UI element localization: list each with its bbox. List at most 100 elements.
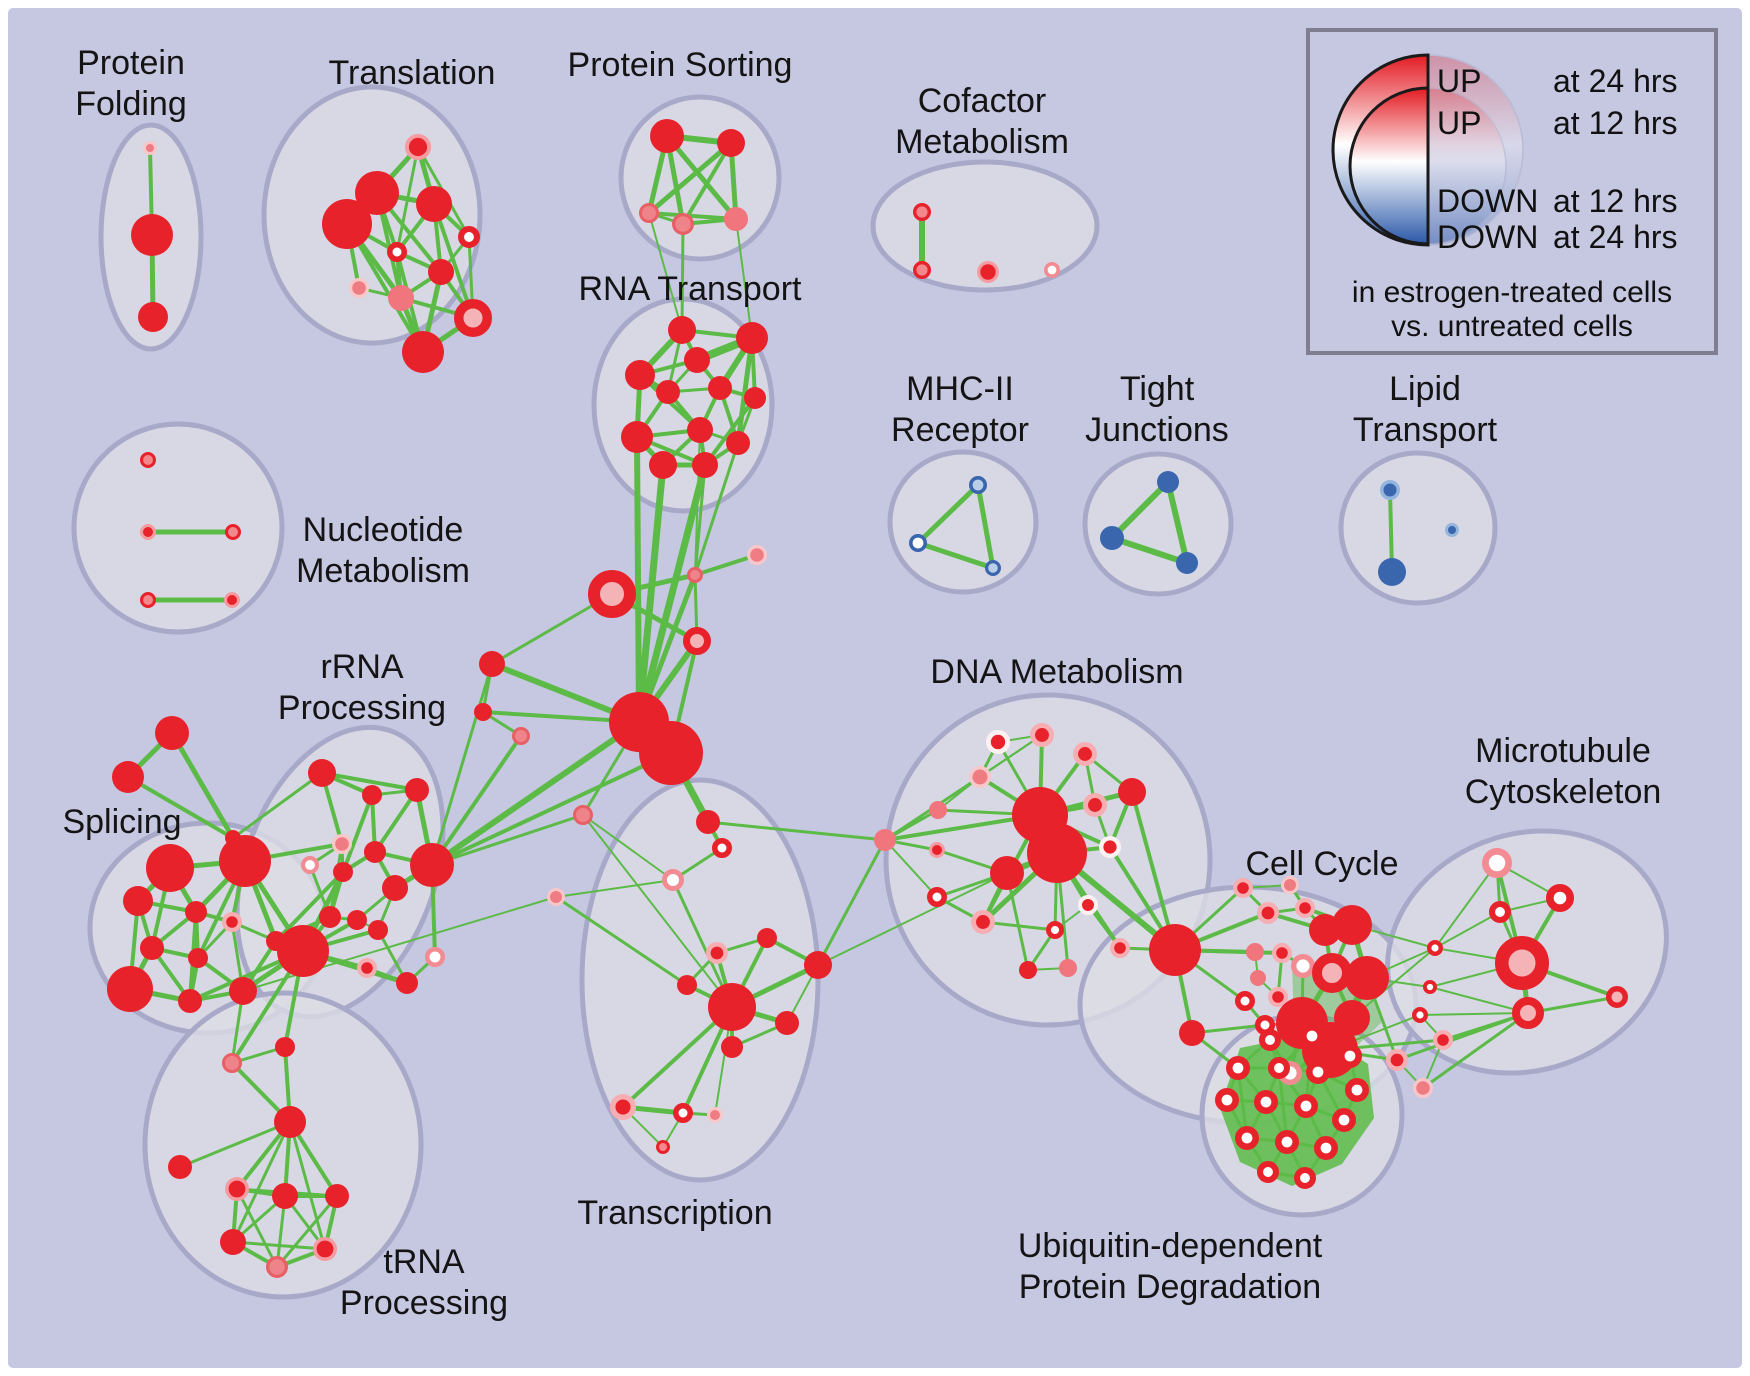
network-node-tx1	[696, 810, 720, 834]
cluster-label-microtubule-cytoskeleton: Microtubule	[1475, 732, 1651, 770]
network-node-c3	[588, 570, 636, 618]
network-node-r12	[692, 452, 718, 478]
network-node-ub5	[1268, 1057, 1291, 1080]
network-node-c2	[746, 544, 767, 565]
network-edge	[915, 482, 981, 546]
network-node-tn3	[272, 1183, 298, 1209]
network-node-rr6	[364, 841, 386, 863]
cluster-label-rrna-processing: Processing	[278, 689, 446, 727]
network-node-ub14	[1314, 1136, 1339, 1161]
network-node-ccK	[1267, 986, 1288, 1007]
network-node-tnA	[222, 1053, 242, 1073]
legend-note-line2: vs. untreated cells	[1391, 310, 1633, 343]
network-node-lp1	[1380, 480, 1400, 500]
network-node-ccP	[1334, 1000, 1370, 1036]
network-node-spb2	[219, 835, 271, 887]
network-node-rrH	[277, 925, 329, 977]
network-edge	[681, 141, 733, 226]
network-node-sp10	[229, 977, 257, 1005]
cluster-label-cofactor-metabolism: Cofactor	[918, 82, 1047, 120]
network-node-rr7	[333, 862, 353, 882]
network-node-dn4	[969, 766, 992, 789]
network-node-mt10	[1432, 1029, 1453, 1050]
network-edge	[703, 396, 757, 467]
network-node-ub1	[1259, 1029, 1282, 1052]
network-node-spb1	[146, 844, 194, 892]
network-node-ub12	[1235, 1126, 1260, 1151]
network-node-cf4	[1044, 261, 1061, 278]
network-node-r9	[687, 417, 713, 443]
network-node-tx8	[609, 1093, 636, 1120]
cluster-label-trna-processing: tRNA	[383, 1243, 465, 1281]
network-node-tx4	[677, 975, 697, 995]
cluster-ellipse-lipid-transport	[1338, 450, 1498, 606]
cluster-ellipse-transcription	[579, 777, 821, 1183]
network-node-t8	[349, 278, 370, 299]
network-node-rrR	[410, 843, 454, 887]
network-edge	[231, 1240, 327, 1251]
network-node-ub3	[1338, 1044, 1363, 1069]
network-node-ccF	[1271, 942, 1292, 963]
network-node-ccG	[1290, 954, 1315, 979]
cluster-label-ubiquitin-dependent-protein-degradation: Ubiquitin-dependent	[1018, 1227, 1323, 1265]
cluster-label-dna-metabolism: DNA Metabolism	[930, 653, 1183, 691]
network-node-ccA	[1257, 901, 1280, 924]
network-node-r4	[684, 347, 710, 373]
legend-border	[1306, 28, 1718, 355]
network-node-s4	[672, 212, 695, 235]
network-node-t6	[387, 242, 407, 262]
network-node-tx10	[707, 1107, 723, 1123]
network-node-ccB	[1294, 897, 1315, 918]
network-node-ccR	[1179, 1020, 1205, 1046]
network-node-ub13	[1275, 1130, 1300, 1155]
network-node-sp6	[140, 936, 164, 960]
network-node-rr2	[362, 785, 382, 805]
network-node-t4	[322, 199, 372, 249]
network-node-ub16	[1294, 1167, 1317, 1190]
cluster-label-mhc-ii-receptor: Receptor	[891, 411, 1029, 449]
network-node-rr8	[382, 875, 408, 901]
network-edge	[693, 553, 759, 577]
network-node-pf1	[143, 141, 157, 155]
network-node-mt9	[1411, 1007, 1428, 1024]
network-node-r1	[668, 316, 696, 344]
network-node-tx2	[757, 928, 777, 948]
legend-row-time: at 12 hrs	[1553, 105, 1678, 141]
network-node-tnB	[275, 1037, 295, 1057]
network-node-tn4	[325, 1184, 349, 1208]
network-node-sp8	[107, 966, 153, 1012]
network-node-dn12	[1098, 836, 1121, 859]
network-edge	[693, 441, 740, 577]
network-node-lx1	[573, 805, 593, 825]
network-node-ubx	[1386, 1049, 1409, 1072]
network-node-rr1	[308, 759, 336, 787]
network-edge	[786, 839, 886, 1024]
network-node-g2	[112, 761, 144, 793]
network-node-t2	[355, 171, 399, 215]
network-node-lp3	[1445, 523, 1459, 537]
network-node-n2	[225, 524, 242, 541]
legend-row-time: at 24 hrs	[1553, 219, 1678, 255]
network-edge	[706, 820, 887, 842]
cluster-label-rna-transport: RNA Transport	[579, 270, 803, 308]
network-node-tn0	[168, 1155, 192, 1179]
cluster-ellipse-tight-junctions	[1082, 451, 1234, 597]
network-edge	[1109, 535, 1190, 566]
network-node-ub15	[1257, 1161, 1280, 1184]
network-node-r5	[656, 380, 680, 404]
network-node-ccS	[1232, 877, 1253, 898]
network-node-ub10	[1294, 1094, 1319, 1119]
network-node-ccE	[1246, 943, 1264, 961]
network-edge	[664, 133, 739, 222]
network-node-r6	[708, 376, 732, 400]
network-node-t11	[402, 331, 444, 373]
legend-row-direction: UP	[1437, 63, 1481, 99]
cluster-label-protein-folding: Folding	[75, 85, 187, 123]
network-node-rr12	[425, 947, 445, 967]
network-node-ub11	[1332, 1108, 1357, 1133]
cluster-label-cofactor-metabolism: Metabolism	[895, 123, 1069, 161]
legend-box: UP at 24 hrs UP at 12 hrs DOWN at 12 hrs…	[1306, 28, 1718, 355]
network-edge	[1429, 986, 1529, 1014]
network-node-n1	[140, 524, 156, 540]
